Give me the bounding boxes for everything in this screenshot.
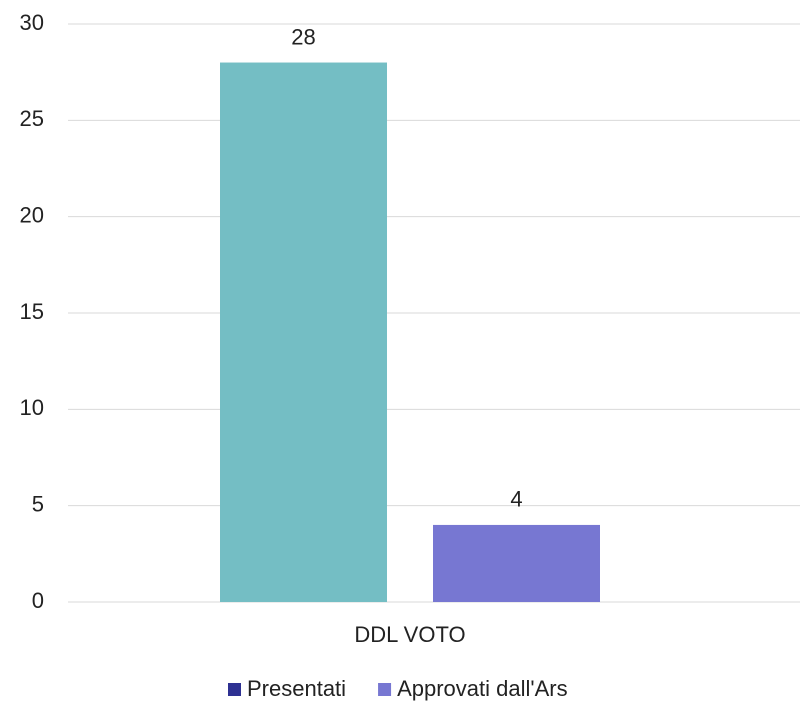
y-tick-label: 15 xyxy=(20,299,44,324)
y-tick-label: 10 xyxy=(20,395,44,420)
bar xyxy=(433,524,600,602)
value-label: 28 xyxy=(291,24,315,49)
legend-label: Presentati xyxy=(247,676,346,701)
x-tick-label: DDL VOTO xyxy=(354,622,465,647)
legend-swatch xyxy=(228,683,241,696)
bar xyxy=(220,62,387,603)
y-tick-label: 0 xyxy=(32,588,44,613)
y-tick-label: 5 xyxy=(32,491,44,516)
legend-label: Approvati dall'Ars xyxy=(397,676,568,701)
y-tick-label: 20 xyxy=(20,202,44,227)
value-label: 4 xyxy=(510,487,522,512)
legend-swatch xyxy=(378,683,392,696)
legend: Presentati Approvati dall'Ars xyxy=(228,676,568,701)
y-tick-label: 25 xyxy=(20,106,44,131)
y-tick-label: 30 xyxy=(20,10,44,35)
